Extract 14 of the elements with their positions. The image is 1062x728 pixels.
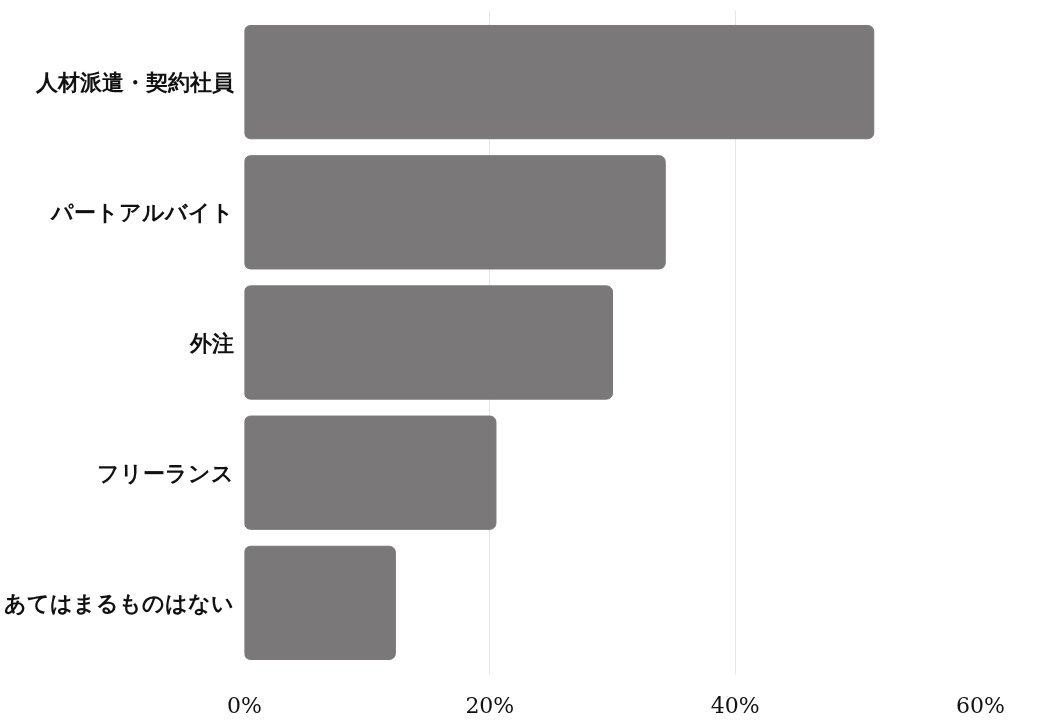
y-tick-label: フリーランス bbox=[96, 459, 234, 486]
bar bbox=[244, 415, 497, 530]
y-tick-label: 人材派遣・契約社員 bbox=[34, 69, 234, 96]
y-tick-label: あてはまるものはない bbox=[3, 589, 234, 616]
x-tick-label: 40% bbox=[710, 692, 760, 718]
bar bbox=[244, 285, 613, 400]
y-tick-label: 外注 bbox=[188, 329, 234, 356]
bar bbox=[244, 24, 875, 140]
bar bbox=[244, 155, 666, 270]
y-tick-label: パートアルバイト bbox=[49, 199, 234, 226]
x-tick-label: 60% bbox=[956, 692, 1005, 718]
bar bbox=[244, 545, 396, 661]
x-tick-label: 0% bbox=[227, 692, 262, 718]
x-tick-label: 20% bbox=[465, 692, 515, 718]
